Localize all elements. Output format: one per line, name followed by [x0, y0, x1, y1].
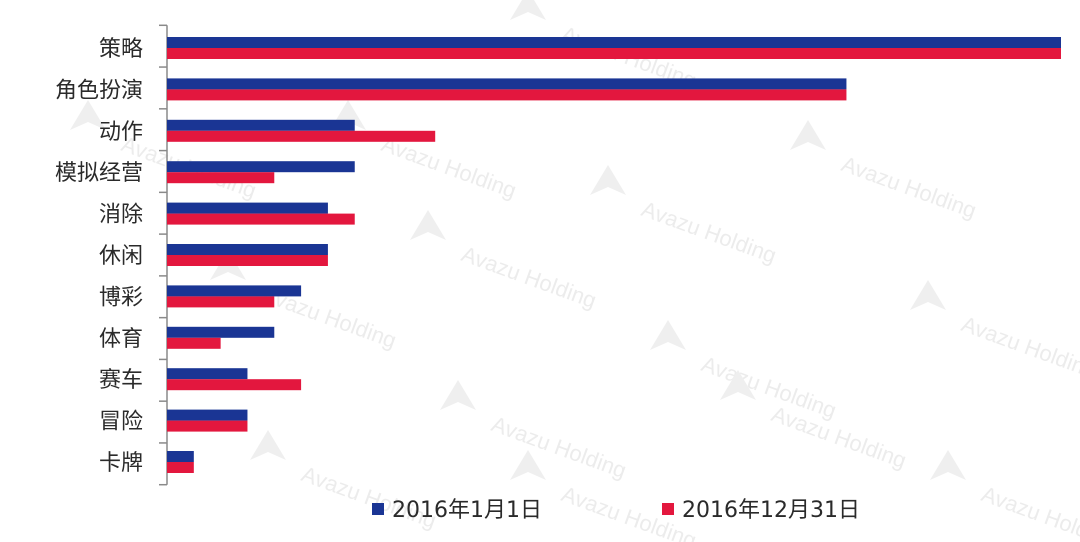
category-label: 策略 — [99, 37, 143, 62]
bars — [167, 37, 1061, 473]
bar-series2 — [167, 48, 1061, 59]
watermark-text: Avazu Holding — [978, 481, 1080, 542]
bar-series2 — [167, 462, 194, 473]
category-label: 动作 — [99, 120, 143, 145]
legend: 2016年1月1日 2016年12月31日 — [372, 498, 860, 523]
category-label: 体育 — [99, 327, 143, 352]
watermark-text: Avazu Holding — [958, 311, 1080, 383]
watermark-logo — [790, 120, 826, 150]
watermark-logo — [930, 450, 966, 480]
category-label: 休闲 — [99, 244, 143, 269]
category-label: 角色扮演 — [55, 78, 143, 103]
bar-series2 — [167, 130, 436, 142]
watermark-text: Avazu Holding — [558, 481, 699, 542]
category-label: 卡牌 — [99, 451, 143, 476]
bar-series1 — [167, 409, 248, 421]
bar-series1 — [167, 37, 1061, 48]
watermark-text: Avazu Holding — [378, 131, 519, 203]
watermark-text: Avazu Holding — [458, 241, 599, 313]
bar-series1 — [167, 202, 328, 214]
legend-swatch — [372, 503, 384, 515]
bar-series1 — [167, 368, 248, 380]
watermark-logo — [650, 320, 686, 350]
watermark-text: Avazu Holding — [638, 196, 779, 268]
bar-series1 — [167, 244, 328, 255]
bar-series2 — [167, 213, 355, 225]
bar-series2 — [167, 296, 275, 308]
category-label: 模拟经营 — [55, 161, 143, 186]
watermark-logo — [910, 280, 946, 310]
bar-series1 — [167, 451, 194, 462]
category-axis — [159, 24, 168, 486]
category-label: 消除 — [99, 203, 143, 228]
legend-label: 2016年12月31日 — [682, 498, 860, 523]
watermark-logo — [720, 370, 756, 400]
watermark-logo — [510, 450, 546, 480]
legend-swatch — [662, 503, 674, 515]
bar-series2 — [167, 255, 328, 266]
bar-series2 — [167, 337, 221, 349]
watermark-logo — [70, 100, 106, 130]
category-label: 赛车 — [99, 368, 143, 393]
bar-series2 — [167, 379, 302, 391]
bar-series2 — [167, 420, 248, 432]
bar-series1 — [167, 119, 355, 131]
watermark-logo — [410, 210, 446, 240]
category-label: 博彩 — [99, 285, 143, 310]
bar-series2 — [167, 89, 847, 101]
watermark-logo — [440, 380, 476, 410]
legend-label: 2016年1月1日 — [392, 498, 542, 523]
watermark-logo — [510, 0, 546, 20]
bar-series1 — [167, 285, 302, 297]
watermark-text: Avazu Holding — [698, 351, 839, 423]
watermark-text: Avazu Holding — [838, 151, 979, 223]
watermark-logo — [250, 430, 286, 460]
bar-series1 — [167, 161, 355, 173]
watermark-text: Avazu Holding — [488, 411, 629, 483]
watermark-logo — [590, 165, 626, 195]
bar-series1 — [167, 78, 847, 90]
category-label: 冒险 — [99, 410, 143, 435]
bar-series2 — [167, 172, 275, 184]
watermark-text: Avazu Holding — [768, 401, 909, 473]
bar-series1 — [167, 326, 275, 338]
